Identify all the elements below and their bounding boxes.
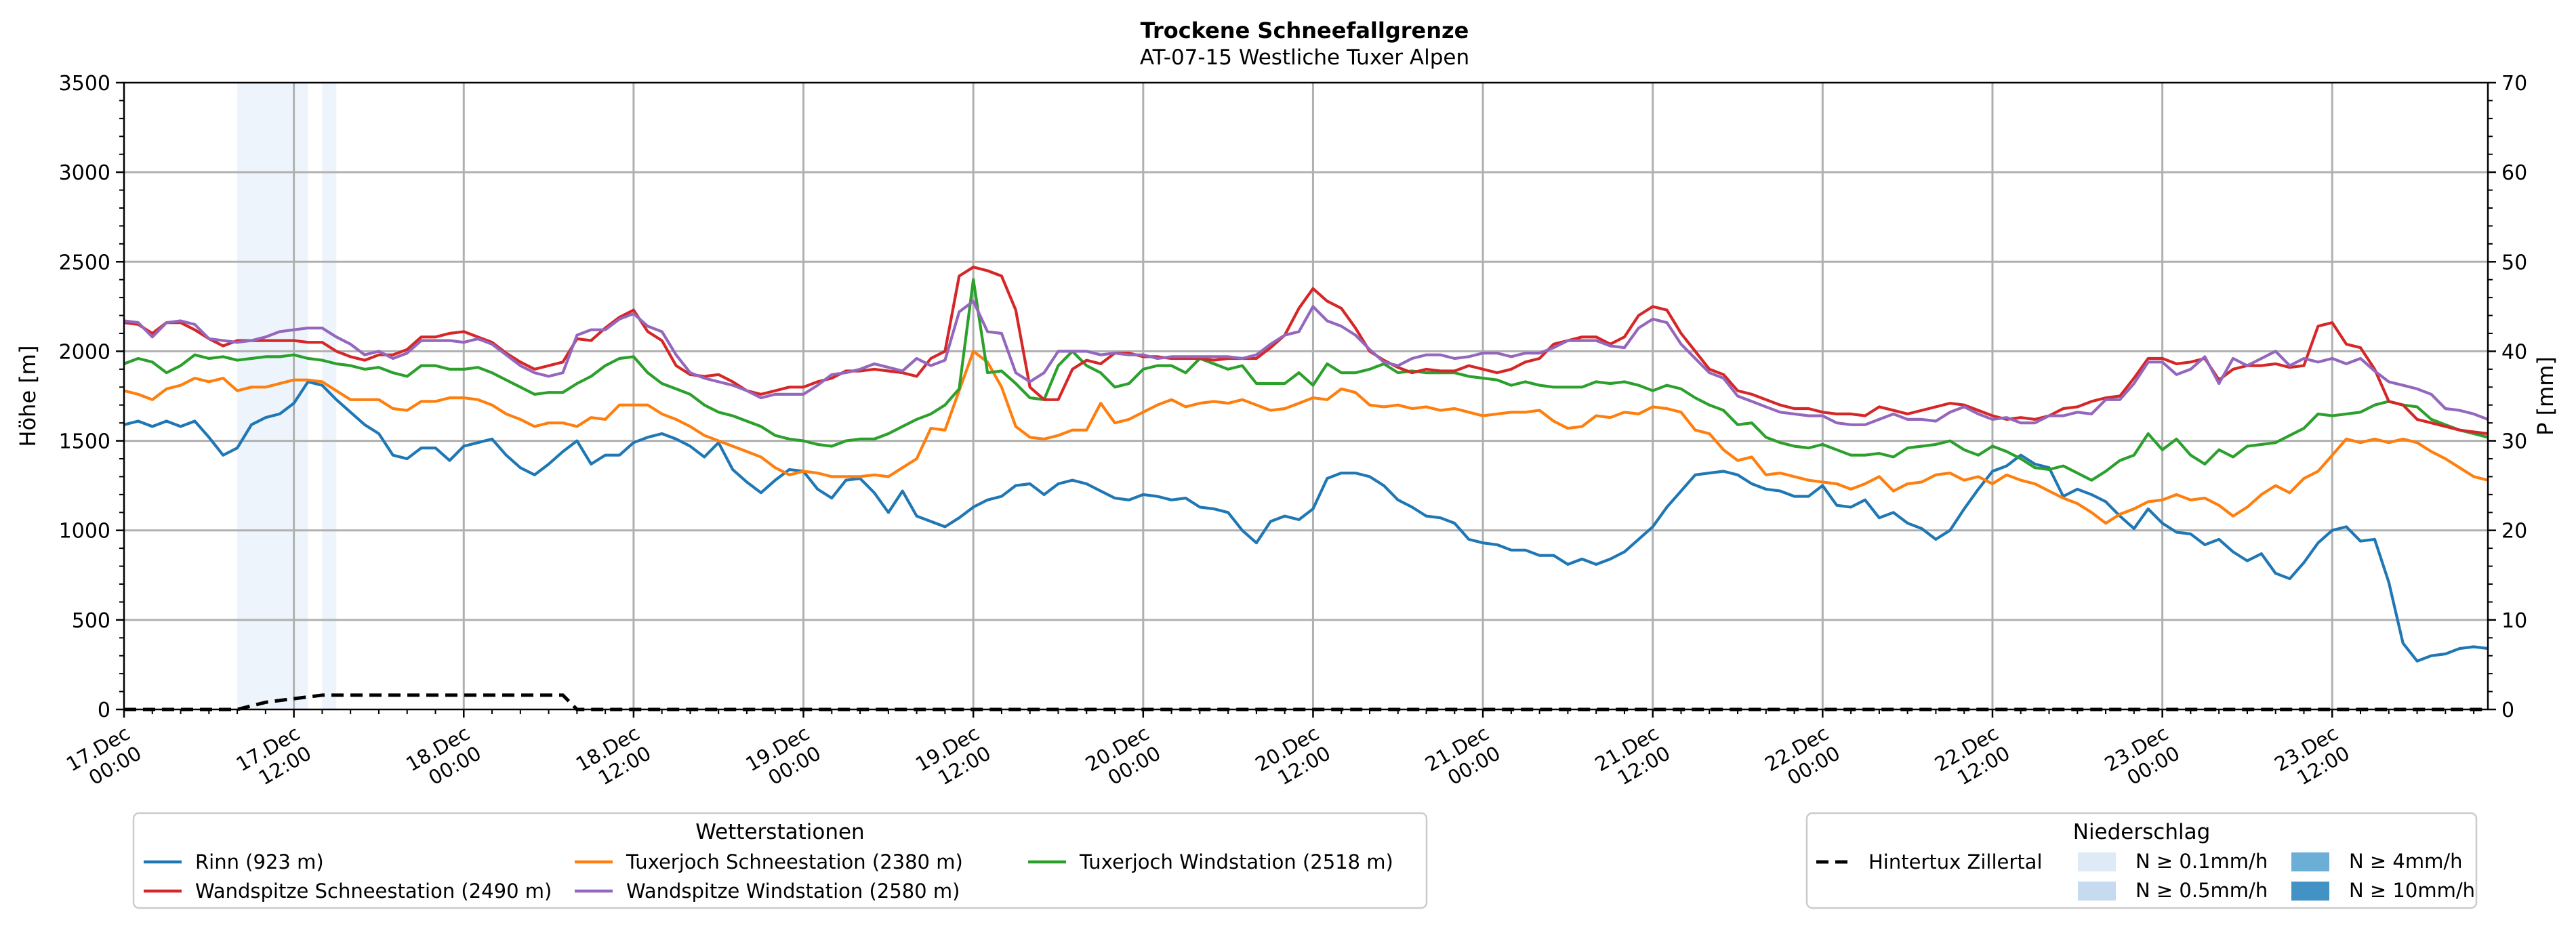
legend-precip-swatch-4 xyxy=(2291,882,2329,901)
legend-precip-level-3: N ≥ 4mm/h xyxy=(2349,850,2463,873)
y-tick-label: 1000 xyxy=(59,520,110,543)
y-tick-label: 2000 xyxy=(59,340,110,364)
y2-tick-label: 40 xyxy=(2501,340,2527,364)
legend-precip-line-label: Hintertux Zillertal xyxy=(1868,850,2043,873)
y-tick-label: 3000 xyxy=(59,161,110,185)
y-tick-label: 0 xyxy=(98,699,110,722)
legend-label-3: Tuxerjoch Windstation (2518 m) xyxy=(1079,850,1393,873)
precip-shading-1 xyxy=(322,83,337,709)
y-tick-label: 1500 xyxy=(59,430,110,454)
y-axis-label: Höhe [m] xyxy=(15,346,41,447)
legend-precip-level-2: N ≥ 0.5mm/h xyxy=(2135,879,2268,902)
y2-tick-label: 50 xyxy=(2501,251,2527,274)
legend-label-5: Wandspitze Windstation (2580 m) xyxy=(626,880,960,903)
legend-precip-title: Niederschlag xyxy=(2073,820,2211,844)
y-tick-label: 500 xyxy=(72,609,110,633)
series-line-5 xyxy=(123,300,2489,426)
legend-stations-title: Wetterstationen xyxy=(695,820,864,844)
y-tick-label: 3500 xyxy=(59,72,110,96)
y2-tick-label: 60 xyxy=(2501,161,2527,185)
legend-label-1: Rinn (923 m) xyxy=(195,850,324,873)
series-line-3 xyxy=(123,278,2489,482)
legend-precip-swatch-3 xyxy=(2291,852,2329,871)
chart-title: Trockene Schneefallgrenze xyxy=(1141,18,1469,43)
precip-line xyxy=(124,693,2488,711)
y2-tick-label: 10 xyxy=(2501,609,2527,633)
chart-subtitle: AT-07-15 Westliche Tuxer Alpen xyxy=(1140,45,1469,70)
plot-frame xyxy=(123,81,2489,711)
precip-shading-0 xyxy=(237,83,308,709)
y2-tick-label: 70 xyxy=(2501,72,2527,96)
y2-axis-label: P [mm] xyxy=(2533,356,2558,436)
legend-label-2: Tuxerjoch Schneestation (2380 m) xyxy=(626,850,963,873)
series-line-4 xyxy=(123,266,2489,436)
series-line-2 xyxy=(123,350,2489,525)
y2-tick-label: 30 xyxy=(2501,430,2527,454)
legend-precip-swatch-1 xyxy=(2078,852,2116,871)
y2-tick-label: 20 xyxy=(2501,520,2527,543)
legend-precip-swatch-2 xyxy=(2078,882,2116,901)
legend-precip-level-4: N ≥ 10mm/h xyxy=(2349,879,2475,902)
legend-precip-level-1: N ≥ 0.1mm/h xyxy=(2135,850,2268,873)
legend-label-4: Wandspitze Schneestation (2490 m) xyxy=(195,880,552,903)
y2-tick-label: 0 xyxy=(2501,699,2514,722)
series-line-1 xyxy=(123,380,2489,663)
y-tick-label: 2500 xyxy=(59,251,110,274)
legend-stations-box xyxy=(132,812,1428,909)
